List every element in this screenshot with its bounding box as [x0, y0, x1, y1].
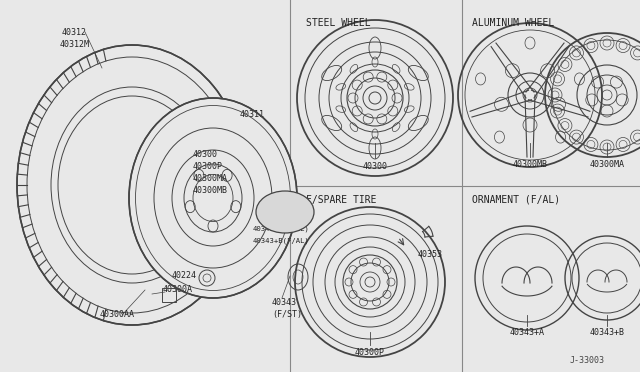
Text: 40311: 40311 [240, 110, 265, 119]
Text: 40343+B: 40343+B [589, 328, 625, 337]
Text: 40343: 40343 [272, 298, 297, 307]
Text: 40312M: 40312M [60, 40, 90, 49]
Text: 40300MA: 40300MA [589, 160, 625, 169]
Text: ALUMINUM WHEEL: ALUMINUM WHEEL [472, 18, 554, 28]
Text: 40300P: 40300P [193, 162, 223, 171]
Text: 40300MB: 40300MB [513, 160, 547, 169]
Text: 40300P: 40300P [355, 348, 385, 357]
Text: 40300: 40300 [362, 162, 387, 171]
Text: 40353: 40353 [418, 250, 443, 259]
Text: 40300MA: 40300MA [193, 174, 228, 183]
Text: 40343+A(F/AL): 40343+A(F/AL) [253, 225, 310, 231]
Text: 40343+A: 40343+A [509, 328, 545, 337]
Text: 40300AA: 40300AA [100, 310, 135, 319]
Text: J-33003: J-33003 [570, 356, 605, 365]
Text: 40312: 40312 [62, 28, 87, 37]
Text: 40343+B(F/AL): 40343+B(F/AL) [253, 237, 310, 244]
Text: ORNAMENT (F/AL): ORNAMENT (F/AL) [472, 195, 560, 205]
Ellipse shape [256, 191, 314, 233]
Ellipse shape [129, 98, 297, 298]
Text: STEEL WHEEL: STEEL WHEEL [306, 18, 371, 28]
Text: 40224: 40224 [172, 271, 197, 280]
Text: 40300: 40300 [193, 150, 218, 159]
Text: 40300MB: 40300MB [193, 186, 228, 195]
Ellipse shape [17, 45, 247, 325]
Text: F/SPARE TIRE: F/SPARE TIRE [306, 195, 376, 205]
Text: (F/ST): (F/ST) [272, 310, 302, 319]
Text: 40300A: 40300A [163, 285, 193, 294]
